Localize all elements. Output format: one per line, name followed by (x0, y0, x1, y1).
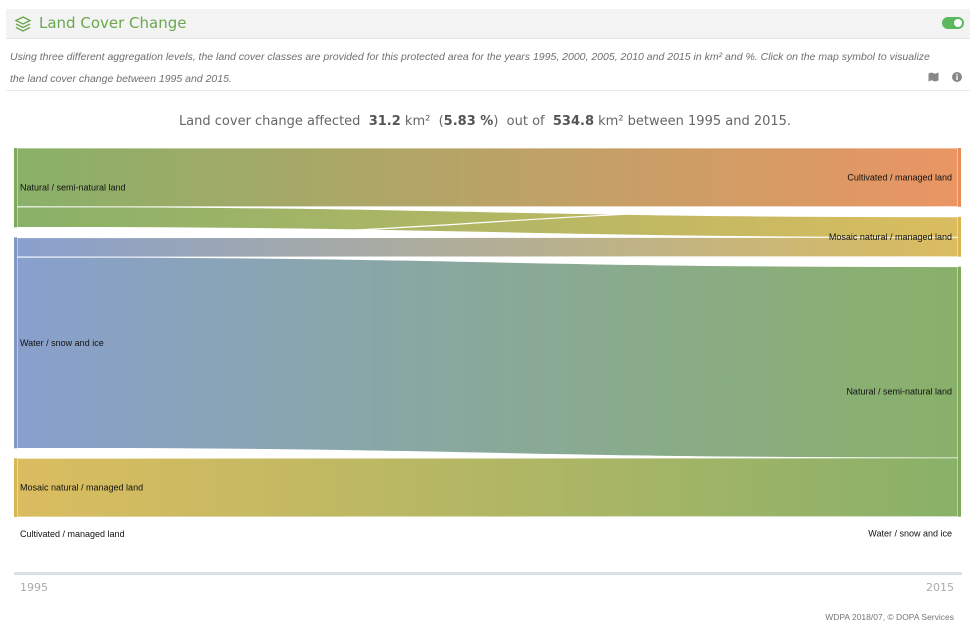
summary-unit-1: km² (404, 114, 431, 129)
change-summary: Land cover change affected 31.2 km² (5.8… (0, 114, 970, 129)
summary-middle: out of (506, 114, 545, 129)
year-axis (14, 572, 962, 575)
year-end: 2015 (926, 581, 954, 594)
left-node-bar[interactable] (14, 237, 17, 449)
left-node-label: Water / snow and ice (20, 338, 104, 348)
section-title: Land Cover Change (39, 14, 187, 32)
left-node-label: Cultivated / managed land (20, 529, 125, 539)
section-description: Using three different aggregation levels… (10, 46, 970, 90)
sankey-chart: Natural / semi-natural land Water / snow … (14, 147, 961, 539)
toolbar (918, 72, 962, 85)
sankey-link[interactable] (16, 206, 959, 239)
summary-prefix: Land cover change affected (178, 114, 361, 129)
right-node-bar[interactable] (958, 266, 961, 517)
summary-unit-2: km² between 1995 and 2015. (598, 114, 792, 129)
summary-percent: 5.83 % (443, 114, 494, 129)
description-line-1: Using three different aggregation levels… (10, 51, 930, 63)
summary-pct-close: ) (493, 114, 499, 129)
section-toggle[interactable] (942, 17, 964, 29)
section-header: Land Cover Change (6, 9, 970, 39)
layers-icon (14, 16, 32, 32)
left-node-label: Mosaic natural / managed land (20, 483, 143, 493)
left-node-bar[interactable] (14, 148, 17, 228)
summary-area-total: 534.8 (552, 114, 594, 129)
summary-area-changed: 31.2 (368, 114, 401, 129)
right-node-label: Natural / semi-natural land (846, 387, 952, 397)
sankey-link[interactable] (16, 256, 959, 459)
toggle-knob (954, 19, 962, 27)
divider (6, 90, 970, 91)
right-node-label: Mosaic natural / managed land (829, 232, 952, 242)
description-line-2: the land cover change between 1995 and 2… (10, 73, 232, 85)
right-node-bar[interactable] (958, 148, 961, 207)
sankey-link[interactable] (16, 236, 959, 258)
right-node-bar[interactable] (958, 216, 961, 257)
year-start: 1995 (20, 581, 48, 594)
summary-pct-open: ( (438, 114, 444, 129)
sankey-link[interactable] (16, 147, 959, 208)
left-node-label: Natural / semi-natural land (20, 183, 126, 193)
credit-text: WDPA 2018/07, © DOPA Services (825, 612, 954, 622)
info-icon[interactable] (952, 72, 962, 85)
right-node-label: Cultivated / managed land (847, 172, 952, 182)
right-node-label: Water / snow and ice (868, 529, 952, 539)
left-node-bar[interactable] (14, 458, 17, 518)
sankey-link[interactable] (16, 457, 959, 518)
map-icon[interactable] (928, 72, 939, 85)
